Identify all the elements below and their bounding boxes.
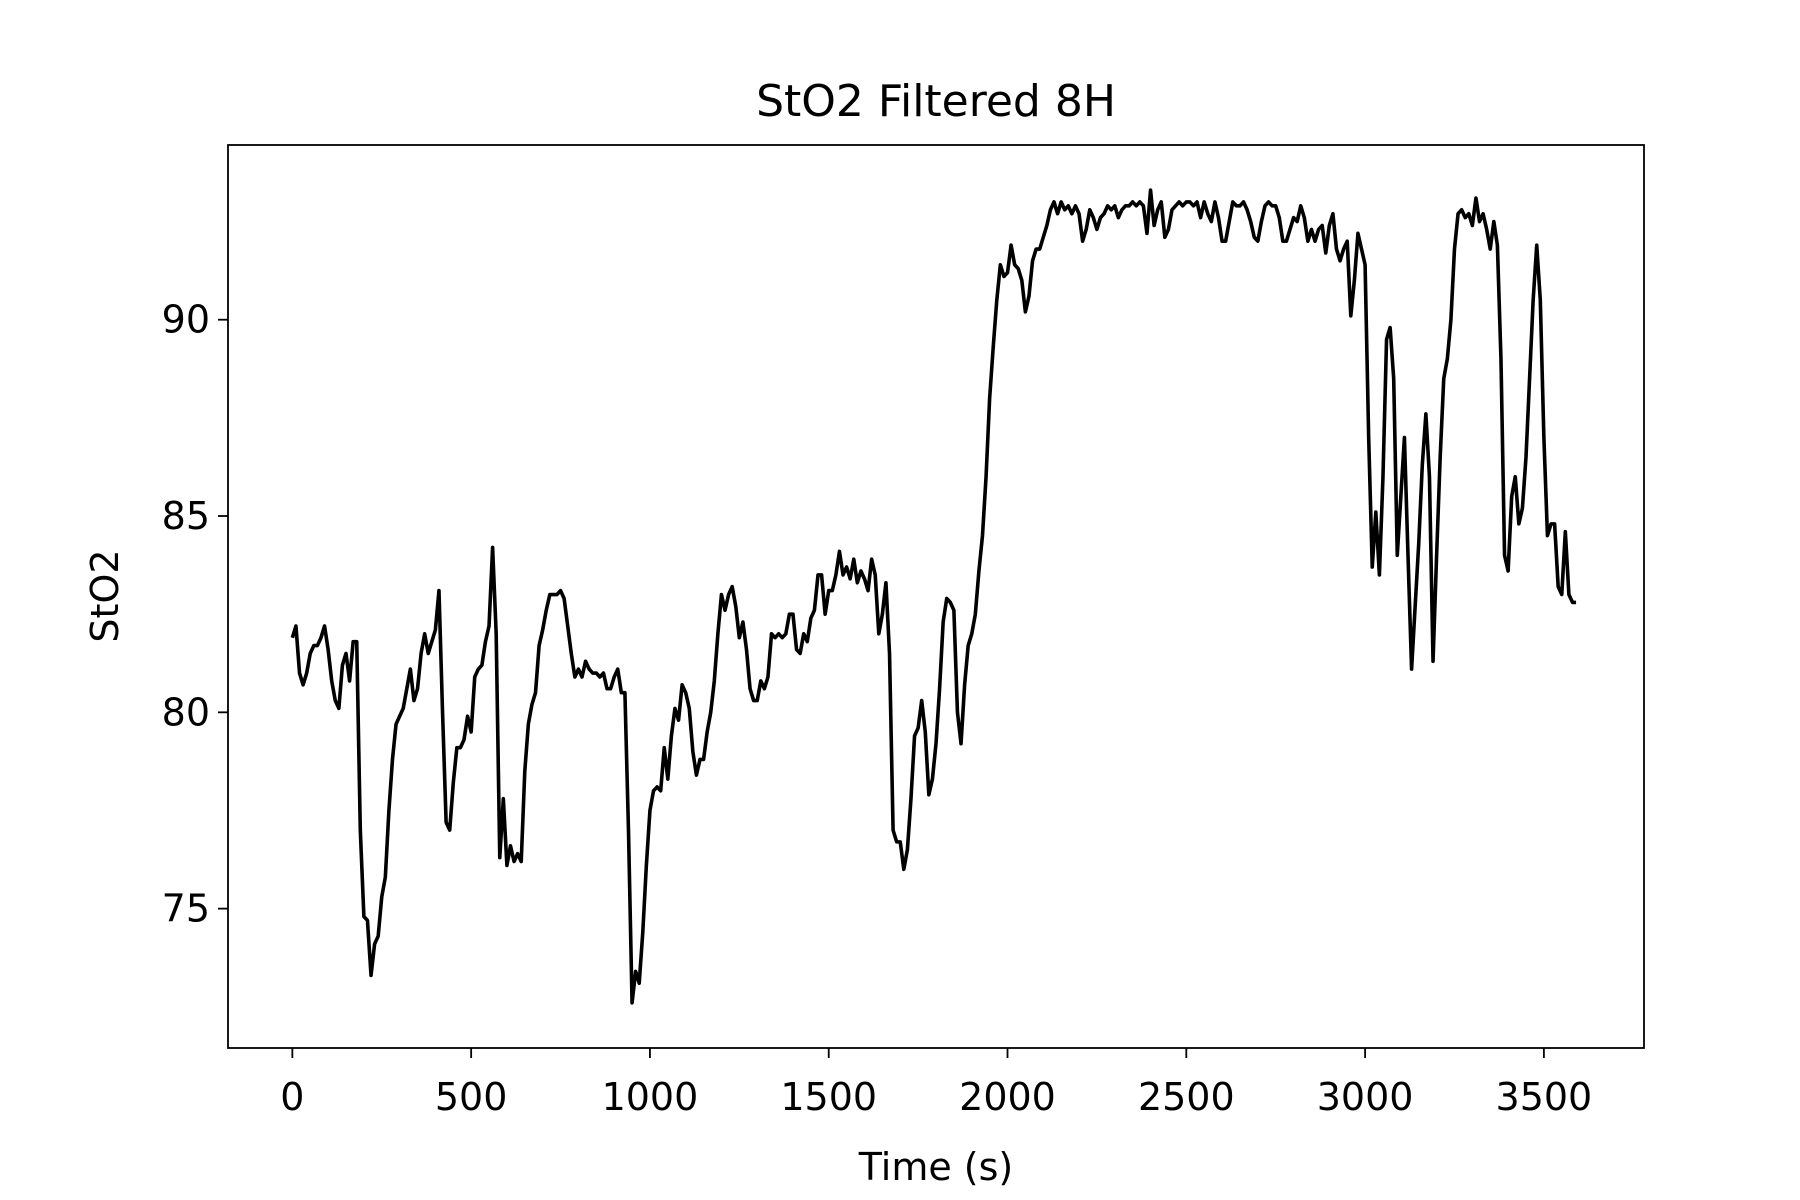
data-line	[290, 188, 1577, 1005]
x-tick-label: 2000	[959, 1075, 1056, 1119]
x-tick-label: 3500	[1496, 1075, 1593, 1119]
y-tick-label: 75	[162, 887, 210, 931]
chart-title: StO2 Filtered 8H	[756, 76, 1116, 127]
x-tick-label: 500	[435, 1075, 508, 1119]
x-tick-label: 3000	[1317, 1075, 1414, 1119]
x-tick-label: 1500	[780, 1075, 877, 1119]
plot-frame	[227, 144, 1645, 1049]
y-axis-label: StO2	[83, 549, 127, 642]
y-tick-label: 90	[162, 298, 210, 342]
x-tick-label: 1000	[602, 1075, 699, 1119]
x-tick-label: 0	[280, 1075, 304, 1119]
y-tick-label: 85	[162, 494, 210, 538]
x-tick-label: 2500	[1138, 1075, 1235, 1119]
x-axis-label: Time (s)	[858, 1145, 1014, 1189]
y-tick-label: 80	[162, 690, 210, 734]
